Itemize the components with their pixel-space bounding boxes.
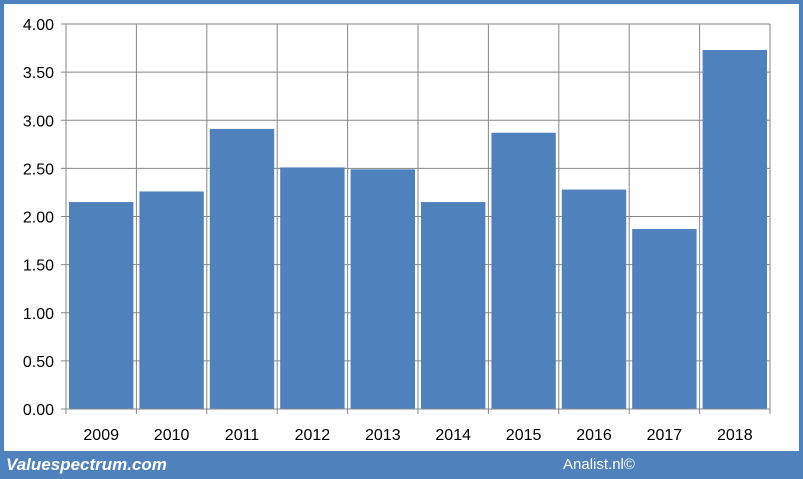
y-tick-label: 1.50 <box>23 258 54 275</box>
x-tick-label: 2013 <box>365 427 401 444</box>
bar <box>69 202 134 409</box>
y-tick-label: 3.50 <box>23 65 54 82</box>
bar <box>702 49 767 410</box>
bar <box>350 169 415 409</box>
bar <box>491 132 556 409</box>
y-tick-label: 3.00 <box>23 113 54 130</box>
x-tick-label: 2016 <box>576 427 612 444</box>
bar <box>139 191 204 409</box>
bar <box>421 202 486 409</box>
footer: Valuespectrum.com Analist.nl© <box>0 451 803 479</box>
y-tick-label: 0.00 <box>23 402 54 419</box>
bar <box>280 167 345 409</box>
y-tick-label: 2.00 <box>23 210 54 227</box>
x-tick-label: 2017 <box>647 427 683 444</box>
x-tick-label: 2018 <box>717 427 753 444</box>
bar-chart: 0.00 0.50 1.00 1.50 2.00 2.50 3.00 3.50 4.00 2009… <box>23 17 771 444</box>
x-tick-label: 2011 <box>225 427 260 444</box>
x-tick-label: 2014 <box>435 427 471 444</box>
x-tick-label: 2009 <box>83 427 119 444</box>
y-tick-label: 1.00 <box>23 306 54 323</box>
y-tick-label: 0.50 <box>23 354 54 371</box>
y-tick-label: 2.50 <box>23 161 54 178</box>
bar <box>209 128 275 409</box>
x-tick-label: 2012 <box>295 427 331 444</box>
chart-frame: 0.00 0.50 1.00 1.50 2.00 2.50 3.00 3.50 4.00 2009… <box>4 4 799 451</box>
bar <box>561 189 627 409</box>
footer-brand-left: Valuespectrum.com <box>6 455 167 474</box>
x-tick-label: 2015 <box>506 427 542 444</box>
plot-area: 0.00 0.50 1.00 1.50 2.00 2.50 3.00 3.50 4.00 2009… <box>23 17 771 444</box>
x-tick-label: 2010 <box>154 427 190 444</box>
y-tick-label: 4.00 <box>23 17 54 34</box>
footer-brand-right: Analist.nl© <box>563 456 635 473</box>
bar <box>632 229 697 409</box>
